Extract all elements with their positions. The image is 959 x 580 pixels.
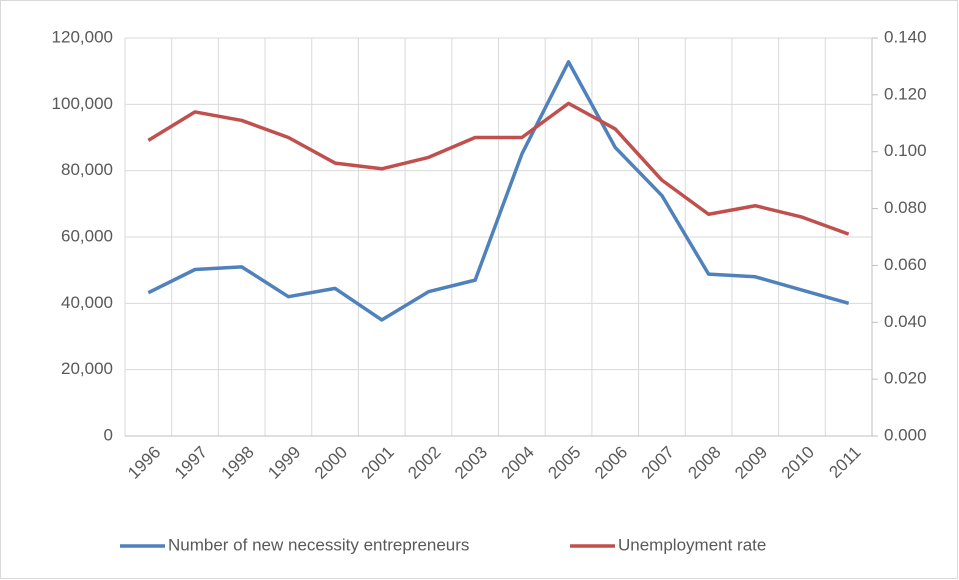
y2-tick-label: 0.060 (884, 255, 927, 274)
legend-label: Number of new necessity entrepreneurs (168, 535, 469, 554)
y-tick-label: 120,000 (52, 27, 113, 46)
y2-tick-label: 0.080 (884, 198, 927, 217)
y2-tick-label: 0.020 (884, 369, 927, 388)
y-tick-label: 80,000 (61, 160, 113, 179)
series-line (147, 101, 850, 236)
y2-tick-label: 0.120 (884, 84, 927, 103)
y2-tick-label: 0.140 (884, 27, 927, 46)
y-tick-label: 0 (104, 425, 113, 444)
y-tick-label: 60,000 (61, 226, 113, 245)
legend-label: Unemployment rate (618, 535, 766, 554)
series-line (147, 60, 850, 322)
y2-tick-label: 0.000 (884, 425, 927, 444)
y-tick-label: 40,000 (61, 293, 113, 312)
y2-tick-label: 0.040 (884, 312, 927, 331)
y2-tick-label: 0.100 (884, 141, 927, 160)
y-tick-label: 20,000 (61, 359, 113, 378)
y-tick-label: 100,000 (52, 94, 113, 113)
